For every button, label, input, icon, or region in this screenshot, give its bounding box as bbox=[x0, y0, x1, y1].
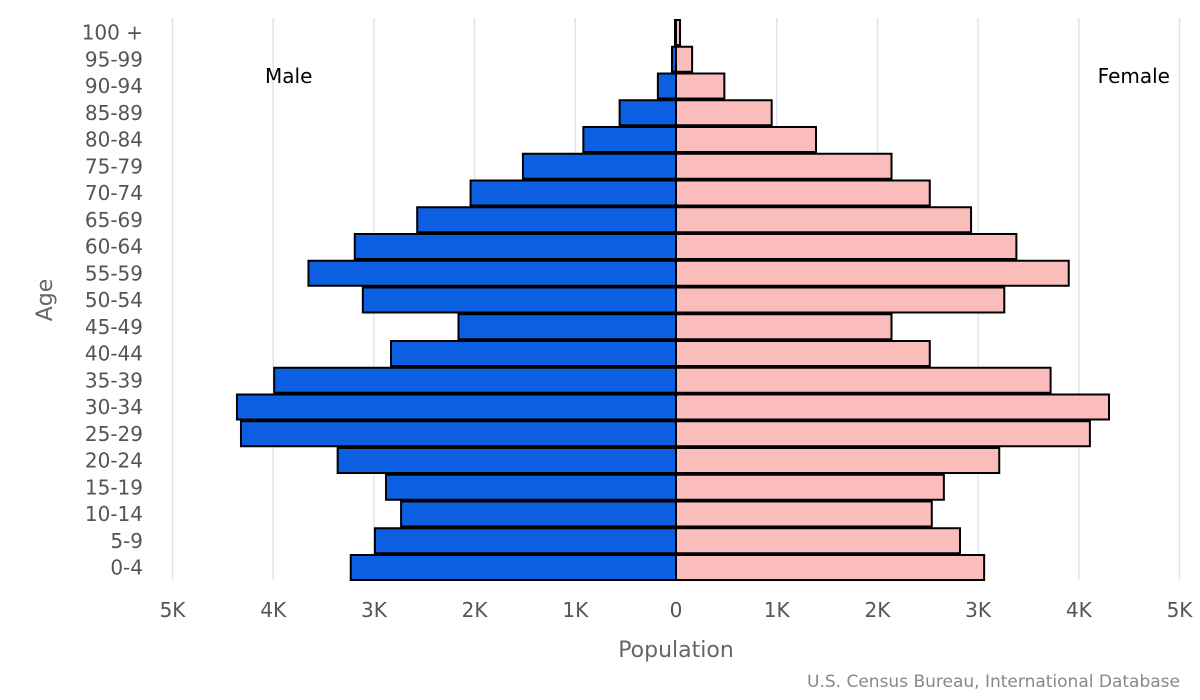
bar-male-55-59 bbox=[307, 259, 677, 287]
bar-female-95-99 bbox=[675, 45, 694, 73]
bar-female-90-94 bbox=[675, 72, 726, 100]
bar-male-90-94 bbox=[656, 72, 678, 100]
bar-female-25-29 bbox=[675, 420, 1091, 448]
population-tick-label: 4K bbox=[260, 598, 287, 622]
age-tick-label: 85-89 bbox=[85, 101, 143, 125]
age-tick-label: 35-39 bbox=[85, 368, 143, 392]
bar-male-20-24 bbox=[336, 447, 677, 474]
bar-female-45-49 bbox=[675, 313, 893, 341]
bars bbox=[235, 19, 1111, 581]
age-tick-label: 60-64 bbox=[85, 235, 143, 259]
age-tick-label: 30-34 bbox=[85, 395, 143, 419]
population-tick-label: 1K bbox=[562, 598, 589, 622]
age-tick-label: 0-4 bbox=[110, 556, 143, 580]
bar-female-75-79 bbox=[675, 152, 893, 180]
age-tick-label: 15-19 bbox=[85, 475, 143, 499]
population-tick-label: 2K bbox=[462, 598, 489, 622]
age-tick-label: 75-79 bbox=[85, 154, 143, 178]
population-tick-label: 3K bbox=[965, 598, 992, 622]
age-tick-label: 10-14 bbox=[85, 502, 143, 526]
bar-male-35-39 bbox=[273, 366, 677, 394]
age-tick-label: 90-94 bbox=[85, 74, 143, 98]
bar-male-65-69 bbox=[416, 206, 677, 234]
bar-male-60-64 bbox=[353, 233, 677, 260]
bar-female-15-19 bbox=[675, 473, 945, 501]
bar-female-35-39 bbox=[675, 366, 1052, 394]
bar-male-80-84 bbox=[582, 126, 678, 153]
population-tick-label: 4K bbox=[1066, 598, 1093, 622]
bar-female-50-54 bbox=[675, 286, 1006, 314]
y-axis-title: Age bbox=[33, 279, 58, 322]
bar-female-100plus bbox=[675, 19, 682, 46]
right-label-female: Female bbox=[1098, 64, 1170, 88]
bar-male-30-34 bbox=[235, 393, 677, 421]
bar-male-45-49 bbox=[457, 313, 677, 341]
age-tick-label: 55-59 bbox=[85, 261, 143, 285]
bar-female-70-74 bbox=[675, 179, 931, 207]
age-tick-label: 5-9 bbox=[110, 529, 143, 553]
bar-female-40-44 bbox=[675, 340, 931, 367]
age-tick-label: 40-44 bbox=[85, 342, 143, 366]
bar-female-10-14 bbox=[675, 500, 933, 528]
bar-female-85-89 bbox=[675, 99, 773, 127]
population-tick-label: 1K bbox=[764, 598, 791, 622]
bar-male-5-9 bbox=[373, 527, 677, 555]
bar-male-70-74 bbox=[469, 179, 677, 207]
age-tick-label: 95-99 bbox=[85, 47, 143, 71]
age-tick-label: 65-69 bbox=[85, 208, 143, 232]
age-tick-label: 20-24 bbox=[85, 449, 143, 473]
bar-male-0-4 bbox=[349, 554, 677, 581]
age-tick-label: 50-54 bbox=[85, 288, 143, 312]
bar-male-40-44 bbox=[390, 340, 677, 367]
population-tick-label: 5K bbox=[1167, 598, 1194, 622]
age-tick-label: 25-29 bbox=[85, 422, 143, 446]
bar-female-30-34 bbox=[675, 393, 1111, 421]
bar-male-25-29 bbox=[239, 420, 677, 448]
bar-female-60-64 bbox=[675, 233, 1018, 260]
population-tick-label: 3K bbox=[361, 598, 388, 622]
population-tick-label: 5K bbox=[160, 598, 187, 622]
age-tick-label: 100 + bbox=[82, 21, 143, 45]
bar-male-75-79 bbox=[521, 152, 677, 180]
age-tick-label: 70-74 bbox=[85, 181, 143, 205]
bar-male-50-54 bbox=[361, 286, 677, 314]
population-tick-label: 2K bbox=[864, 598, 891, 622]
bar-male-85-89 bbox=[618, 99, 677, 127]
bar-female-5-9 bbox=[675, 527, 961, 555]
age-tick-label: 80-84 bbox=[85, 128, 143, 152]
left-label-male: Male bbox=[265, 64, 312, 88]
bar-male-10-14 bbox=[400, 500, 677, 528]
age-tick-label: 45-49 bbox=[85, 315, 143, 339]
population-tick-labels: 5K 4K 3K 2K 1K 0 1K 2K 3K 4K 5K bbox=[160, 598, 1194, 622]
x-axis-title: Population bbox=[618, 638, 734, 663]
bar-female-80-84 bbox=[675, 126, 817, 153]
bar-female-55-59 bbox=[675, 259, 1070, 287]
bar-female-65-69 bbox=[675, 206, 973, 234]
population-tick-label: 0 bbox=[670, 598, 683, 622]
bar-female-20-24 bbox=[675, 447, 1001, 474]
bar-male-15-19 bbox=[384, 473, 677, 501]
source-credit: U.S. Census Bureau, International Databa… bbox=[807, 672, 1180, 692]
bar-female-0-4 bbox=[675, 554, 986, 581]
